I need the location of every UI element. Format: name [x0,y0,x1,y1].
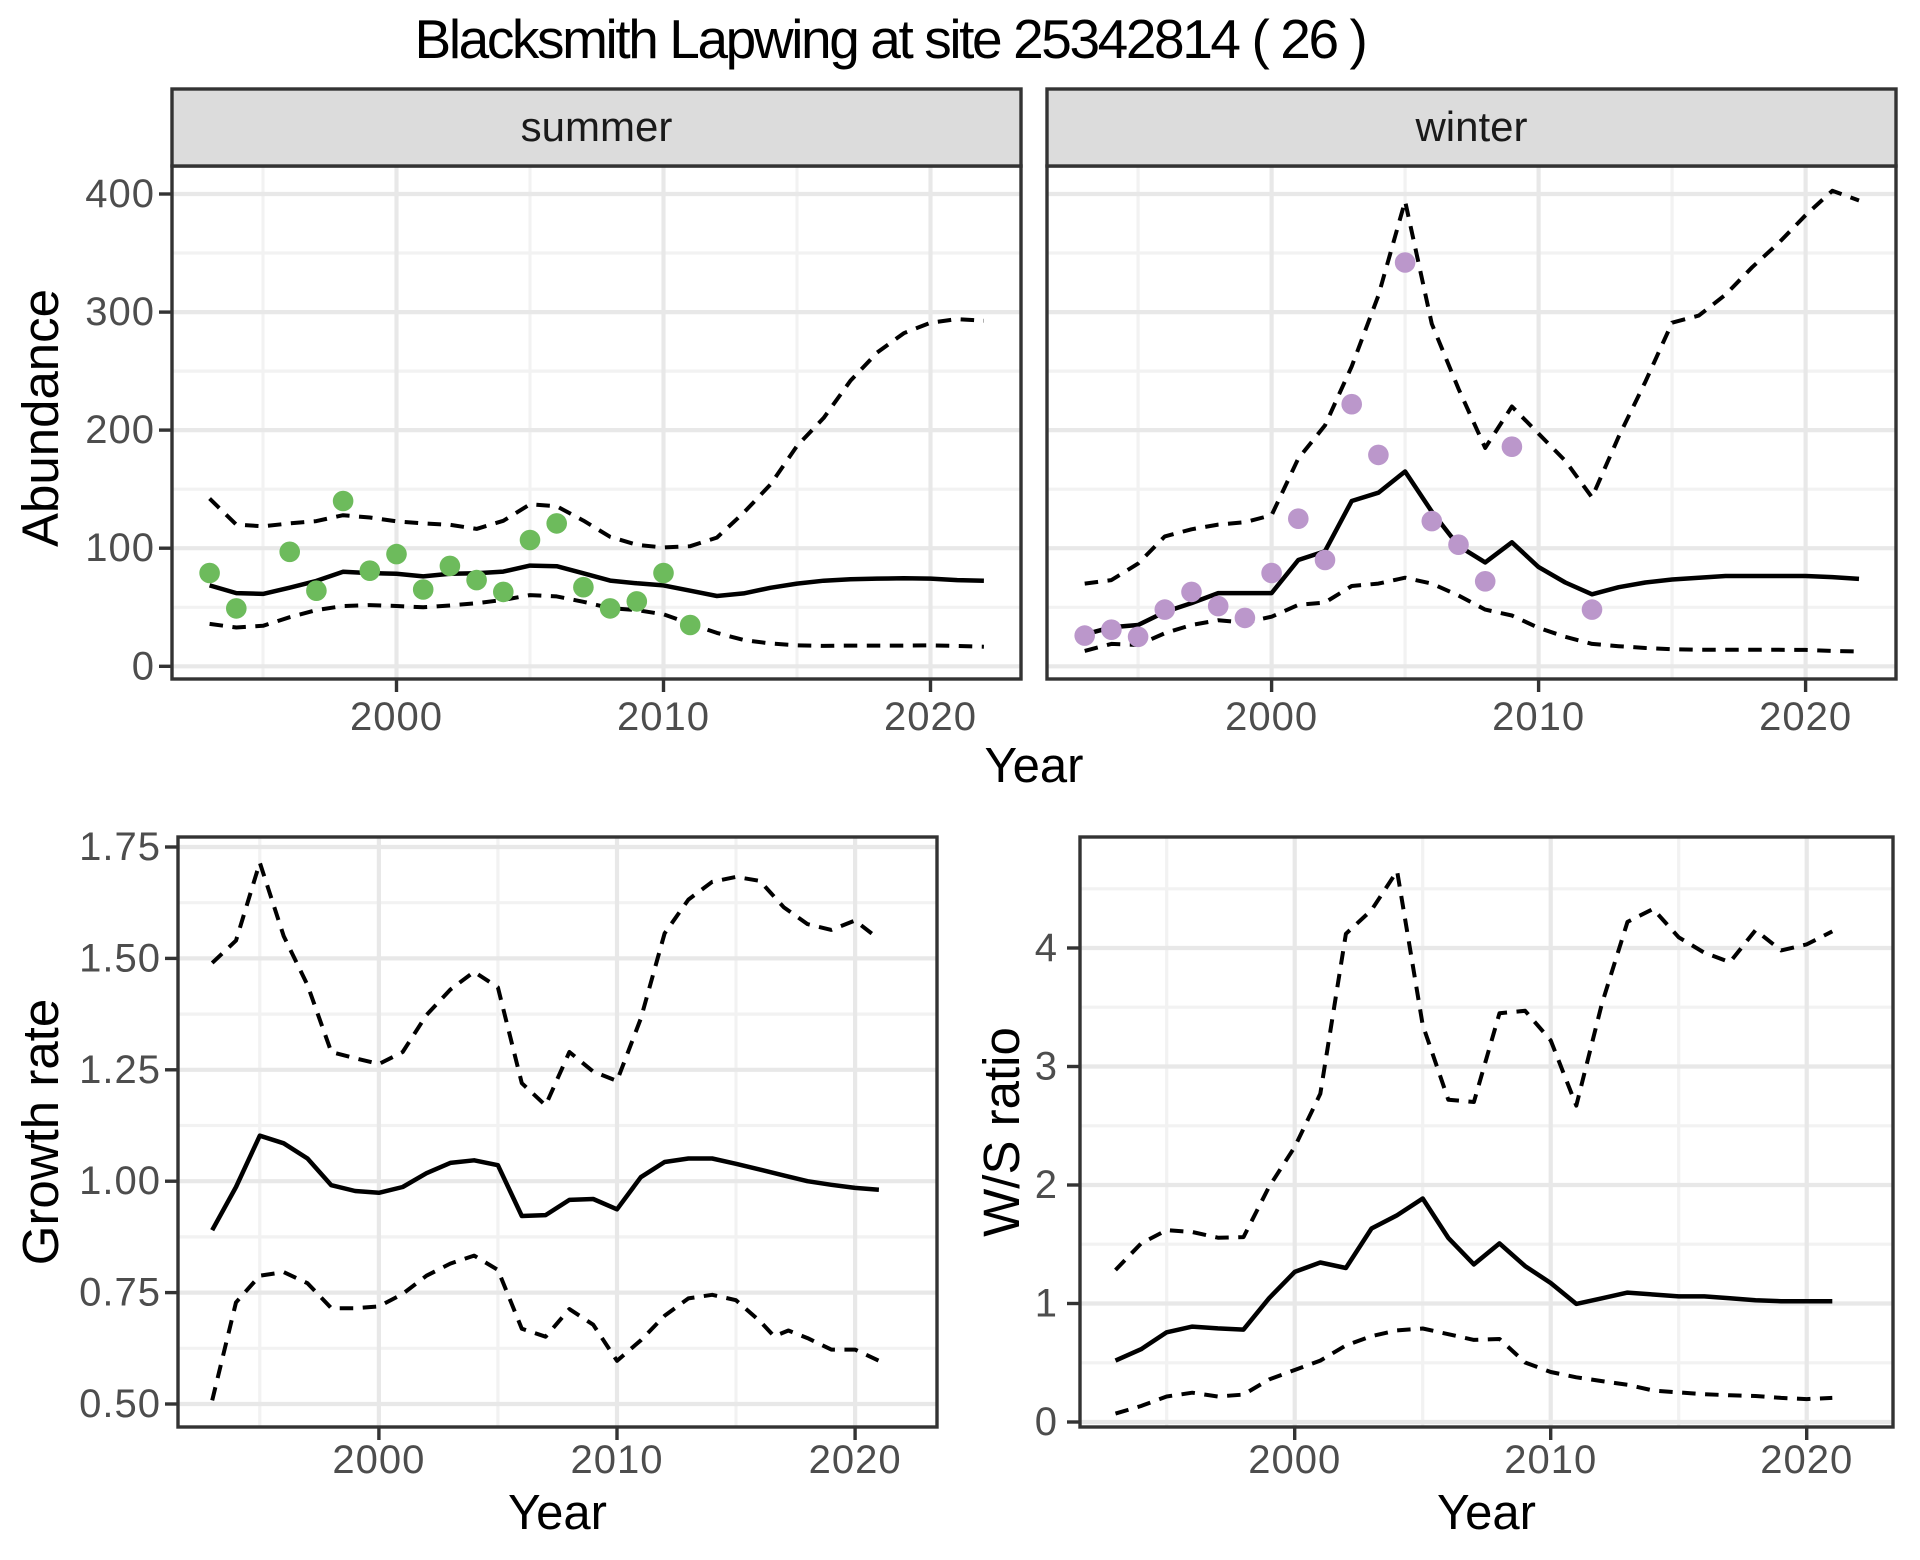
svg-text:100: 100 [85,526,155,570]
svg-text:2000: 2000 [350,695,443,739]
svg-text:winter: winter [1414,103,1527,150]
svg-text:Year: Year [1437,1486,1536,1540]
svg-text:W/S ratio: W/S ratio [973,1027,1030,1237]
svg-text:0: 0 [132,644,155,688]
svg-text:2020: 2020 [1760,1438,1853,1482]
svg-text:1: 1 [1035,1282,1058,1326]
svg-text:Year: Year [984,739,1083,793]
svg-text:2010: 2010 [1504,1438,1597,1482]
svg-text:4: 4 [1035,926,1058,970]
svg-text:0.75: 0.75 [79,1271,161,1315]
svg-text:1.75: 1.75 [79,825,161,869]
svg-text:Year: Year [508,1486,607,1540]
svg-text:200: 200 [85,408,155,452]
svg-text:2010: 2010 [1492,695,1585,739]
svg-text:Blacksmith Lapwing at site 253: Blacksmith Lapwing at site 25342814 ( 26… [415,8,1366,70]
svg-text:1.50: 1.50 [79,936,161,980]
svg-text:2: 2 [1035,1163,1058,1207]
svg-text:2000: 2000 [1248,1438,1341,1482]
svg-text:2010: 2010 [571,1438,664,1482]
svg-text:2010: 2010 [617,695,710,739]
svg-text:2020: 2020 [809,1438,902,1482]
svg-text:400: 400 [85,172,155,216]
svg-text:300: 300 [85,290,155,334]
svg-text:3: 3 [1035,1045,1058,1089]
svg-text:Abundance: Abundance [12,289,69,547]
svg-text:2000: 2000 [1225,695,1318,739]
svg-text:1.00: 1.00 [79,1159,161,1203]
svg-text:2020: 2020 [1759,695,1852,739]
svg-text:2000: 2000 [332,1438,425,1482]
svg-text:Growth rate: Growth rate [12,999,69,1265]
svg-text:1.25: 1.25 [79,1048,161,1092]
svg-text:0: 0 [1035,1400,1058,1444]
svg-text:0.50: 0.50 [79,1382,161,1426]
svg-text:summer: summer [521,103,673,150]
svg-text:2020: 2020 [884,695,977,739]
